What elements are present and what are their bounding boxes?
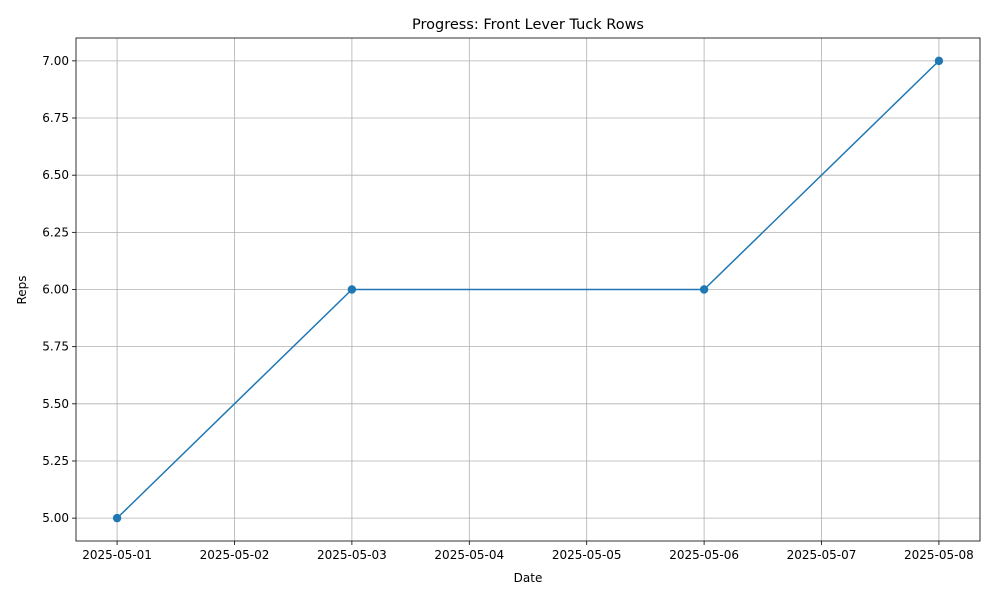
y-tick-label: 5.00 — [42, 511, 69, 525]
chart-title: Progress: Front Lever Tuck Rows — [412, 17, 644, 33]
series-line — [116, 60, 940, 519]
x-tick-label: 2025-05-07 — [787, 548, 857, 562]
data-point — [347, 285, 357, 294]
series-layer — [112, 56, 944, 523]
y-tick-label: 5.25 — [42, 454, 69, 468]
x-axis-label: Date — [514, 571, 543, 585]
x-tick-label: 2025-05-04 — [434, 548, 504, 562]
data-point — [699, 285, 709, 294]
y-tick-label: 6.25 — [42, 225, 69, 239]
y-tick-label: 6.00 — [42, 283, 69, 297]
x-tick-label: 2025-05-06 — [669, 548, 739, 562]
y-tick-label: 6.50 — [42, 168, 69, 182]
x-axis: 2025-05-01 2025-05-02 2025-05-03 2025-05-04… — [82, 541, 974, 562]
data-point — [112, 513, 122, 523]
y-axis-label: Reps — [15, 275, 29, 304]
data-point — [934, 56, 944, 66]
x-tick-label: 2025-05-05 — [552, 548, 622, 562]
y-tick-label: 5.75 — [42, 340, 69, 354]
y-tick-label: 7.00 — [42, 54, 69, 68]
y-axis: 5.00 5.25 5.50 5.75 6.00 6.25 6.50 6.75 7.00 — [42, 54, 76, 525]
x-tick-label: 2025-05-03 — [317, 548, 387, 562]
x-tick-label: 2025-05-02 — [200, 548, 270, 562]
x-tick-label: 2025-05-01 — [82, 548, 152, 562]
y-tick-label: 6.75 — [42, 111, 69, 125]
x-tick-label: 2025-05-08 — [904, 548, 974, 562]
y-tick-label: 5.50 — [42, 397, 69, 411]
